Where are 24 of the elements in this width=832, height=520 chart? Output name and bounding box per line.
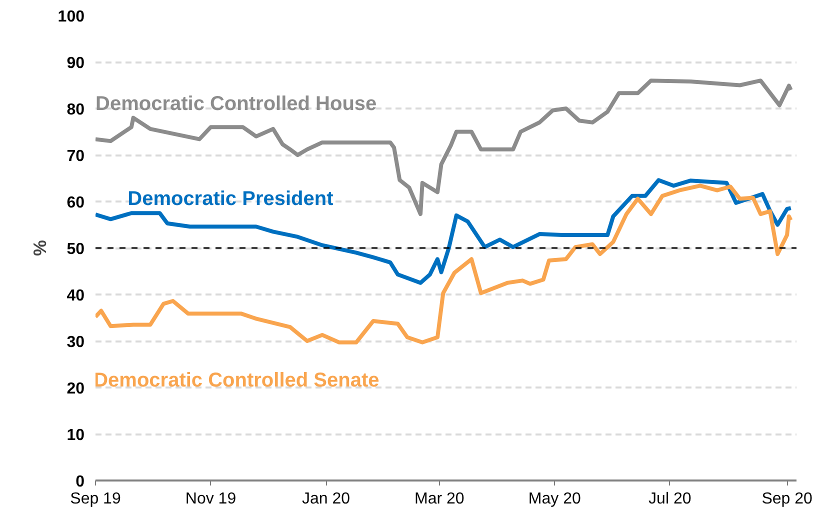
y-tick-label: 30 — [66, 334, 85, 351]
line-series — [96, 78, 793, 216]
x-tick-label: Nov 19 — [185, 490, 236, 508]
y-tick-label: 10 — [66, 427, 85, 444]
y-tick-label: 90 — [66, 55, 85, 72]
y-tick-label: 60 — [66, 194, 85, 212]
x-tick-label: Mar 20 — [414, 490, 464, 508]
y-tick-label: 0 — [76, 474, 85, 490]
x-tick-label: May 20 — [528, 490, 581, 508]
x-tick-label: Jul 20 — [648, 490, 692, 508]
y-tick-label: 70 — [66, 148, 85, 165]
y-tick-label: 100 — [58, 8, 85, 26]
series-label: Democratic Controlled House — [96, 92, 377, 115]
x-tick-label: Sep 19 — [70, 490, 121, 508]
x-tick-label: Jan 20 — [302, 490, 350, 508]
series-label: Democratic President — [128, 188, 334, 210]
line-series — [96, 178, 793, 285]
y-tick-label: 80 — [66, 102, 85, 118]
x-tick-label: Sep 20 — [762, 490, 813, 508]
y-tick-label: 50 — [66, 241, 85, 258]
y-tick-label: 20 — [66, 380, 85, 398]
line-series — [96, 184, 793, 344]
y-axis-title: % — [30, 240, 50, 256]
y-tick-label: 40 — [66, 288, 85, 304]
